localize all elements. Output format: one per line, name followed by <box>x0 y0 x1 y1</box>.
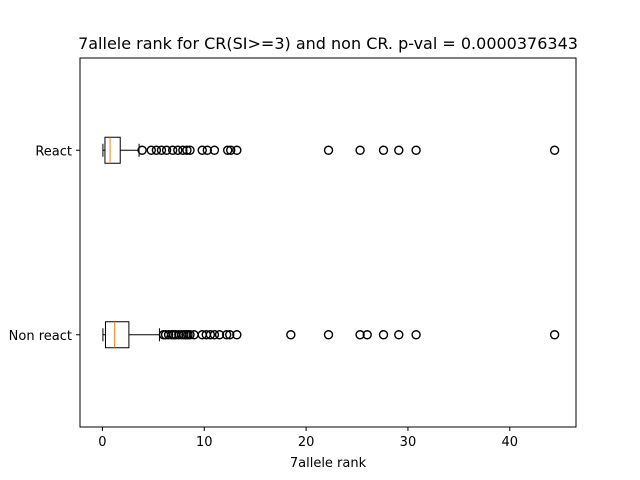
outlier-point <box>362 330 372 340</box>
box-react <box>102 136 560 164</box>
plot-frame <box>79 57 577 428</box>
outlier-point <box>411 145 421 155</box>
outlier-point <box>151 145 162 155</box>
outlier-point <box>137 145 147 155</box>
outlier-point <box>323 330 334 340</box>
outlier-point <box>378 330 389 340</box>
outlier-point <box>185 330 195 340</box>
outlier-point <box>146 145 156 155</box>
outlier-point <box>378 145 389 155</box>
outlier-point <box>167 145 178 155</box>
outlier-point <box>214 330 225 340</box>
x-tick-label: 10 <box>196 435 213 450</box>
outlier-point <box>394 330 404 340</box>
outlier-point <box>225 330 235 340</box>
outlier-point <box>286 330 296 340</box>
x-tick-label: 40 <box>502 435 519 450</box>
outlier-point <box>173 145 183 155</box>
x-tick-label: 20 <box>298 435 315 450</box>
outlier-point <box>411 330 421 340</box>
outlier-point <box>202 145 213 155</box>
outlier-point <box>205 330 216 340</box>
box-non-react <box>102 321 560 349</box>
iqr-box <box>104 136 121 164</box>
outlier-point <box>355 330 365 340</box>
outlier-point <box>163 330 174 340</box>
outlier-point <box>221 330 232 340</box>
outlier-point <box>161 145 172 155</box>
outlier-point <box>549 145 560 155</box>
outlier-point <box>185 145 195 155</box>
outlier-point <box>549 330 560 340</box>
chart-title: 7allele rank for CR(SI>=3) and non CR. p… <box>78 34 578 53</box>
y-tick-label: Non react <box>9 329 72 344</box>
x-tick-label: 0 <box>98 435 106 450</box>
y-tick-label: React <box>35 144 72 159</box>
x-axis-label: 7allele rank <box>290 456 367 471</box>
outlier-point <box>232 145 242 155</box>
outlier-point <box>226 145 236 155</box>
outlier-point <box>222 145 233 155</box>
iqr-box <box>104 321 130 349</box>
outlier-point <box>156 145 167 155</box>
outlier-point <box>197 145 207 155</box>
outlier-point <box>209 145 220 155</box>
outlier-point <box>232 330 242 340</box>
plot-area <box>102 136 560 349</box>
outlier-point <box>178 145 188 155</box>
y-axis: Non react React <box>9 144 80 344</box>
outlier-point <box>174 330 184 340</box>
outlier-point <box>355 145 365 155</box>
outlier-point <box>182 145 192 155</box>
x-tick-label: 30 <box>400 435 417 450</box>
outlier-point <box>209 330 220 340</box>
outlier-point <box>394 145 404 155</box>
outlier-point <box>323 145 334 155</box>
x-axis: 0 10 20 30 40 <box>98 427 518 450</box>
